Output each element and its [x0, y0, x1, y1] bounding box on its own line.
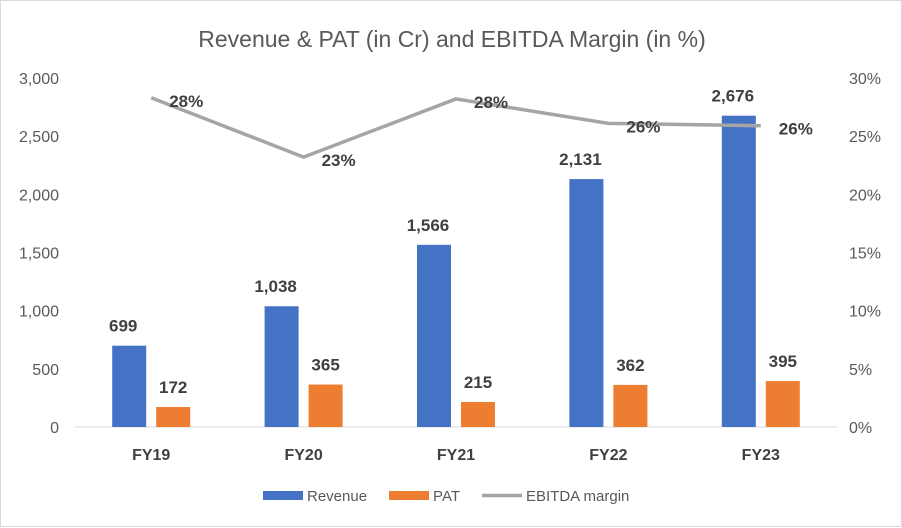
chart-title: Revenue & PAT (in Cr) and EBITDA Margin …: [198, 26, 705, 52]
data-label-revenue: 2,676: [712, 87, 755, 106]
legend-label: PAT: [433, 488, 460, 505]
y-left-tick-label: 2,500: [19, 129, 59, 146]
bar-pat: [309, 385, 343, 427]
legend-swatch: [389, 491, 429, 500]
y-left-tick-label: 0: [50, 420, 59, 437]
y-right-tick-label: 0%: [849, 420, 872, 437]
x-tick-label: FY19: [132, 447, 170, 464]
bar-revenue: [112, 346, 146, 427]
data-label-revenue: 1,566: [407, 216, 450, 235]
y-right-tick-label: 10%: [849, 304, 881, 321]
y-right-tick-label: 5%: [849, 362, 872, 379]
bar-pat: [766, 381, 800, 427]
y-right-tick-label: 25%: [849, 129, 881, 146]
bar-revenue: [417, 245, 451, 427]
y-left-tick-label: 1,500: [19, 246, 59, 263]
x-tick-label: FY22: [589, 447, 627, 464]
data-label-ebitda-margin: 23%: [322, 151, 356, 170]
data-label-ebitda-margin: 28%: [169, 92, 203, 111]
bar-pat: [156, 407, 190, 427]
data-label-pat: 172: [159, 378, 187, 397]
x-tick-label: FY21: [437, 447, 475, 464]
y-left-tick-label: 500: [32, 362, 59, 379]
data-label-ebitda-margin: 26%: [779, 120, 813, 139]
legend-label: EBITDA margin: [526, 488, 629, 505]
data-label-revenue: 2,131: [559, 150, 602, 169]
bar-revenue: [569, 179, 603, 427]
line-ebitda-margin: [151, 98, 761, 157]
bar-revenue: [265, 306, 299, 427]
data-label-pat: 395: [769, 352, 797, 371]
y-right-tick-label: 20%: [849, 187, 881, 204]
data-label-ebitda-margin: 28%: [474, 93, 508, 112]
x-tick-label: FY23: [742, 447, 780, 464]
legend-label: Revenue: [307, 488, 367, 505]
y-left-tick-label: 1,000: [19, 304, 59, 321]
data-label-pat: 215: [464, 373, 492, 392]
data-label-revenue: 699: [109, 317, 137, 336]
legend-swatch: [263, 491, 303, 500]
y-left-tick-label: 2,000: [19, 187, 59, 204]
data-label-revenue: 1,038: [254, 277, 297, 296]
bar-revenue: [722, 116, 756, 427]
data-label-ebitda-margin: 26%: [626, 117, 660, 136]
bar-pat: [613, 385, 647, 427]
bar-pat: [461, 402, 495, 427]
y-left-tick-label: 3,000: [19, 71, 59, 88]
x-tick-label: FY20: [284, 447, 322, 464]
y-right-tick-label: 30%: [849, 71, 881, 88]
data-label-pat: 362: [616, 356, 644, 375]
data-label-pat: 365: [311, 356, 339, 375]
y-right-tick-label: 15%: [849, 246, 881, 263]
